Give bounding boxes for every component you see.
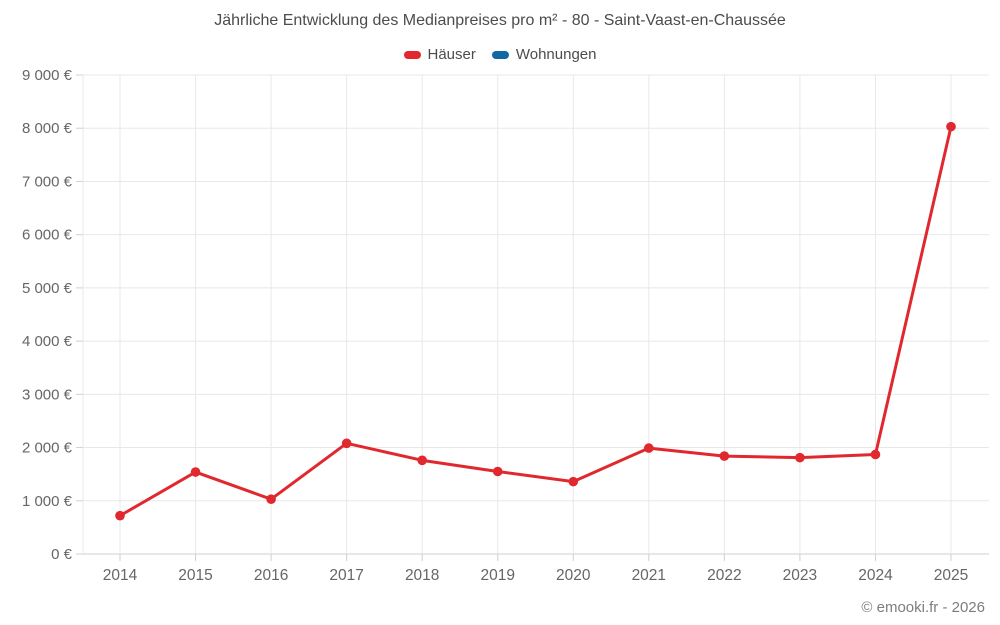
- legend-label-wohnungen: Wohnungen: [515, 46, 597, 63]
- y-tick-label: 4 000 €: [22, 333, 73, 350]
- data-point-2014[interactable]: [115, 510, 125, 521]
- data-point-2015[interactable]: [190, 467, 201, 477]
- data-point-2025[interactable]: [946, 121, 956, 132]
- x-tick-label: 2014: [103, 567, 138, 584]
- copyright-note: © emooki.fr - 2026: [861, 599, 985, 616]
- legend-label-haeuser: Häuser: [427, 46, 476, 63]
- legend-swatch-wohnungen-icon: [491, 50, 509, 59]
- data-point-2016[interactable]: [266, 494, 276, 504]
- chart-legend: Häuser Wohnungen: [0, 46, 1000, 63]
- y-tick-label: 3 000 €: [22, 386, 73, 403]
- data-point-2023[interactable]: [795, 452, 805, 463]
- data-point-2018[interactable]: [417, 455, 427, 466]
- y-tick-label: 9 000 €: [22, 67, 73, 84]
- chart-title: Jährliche Entwicklung des Medianpreises …: [214, 12, 786, 29]
- data-point-2019[interactable]: [492, 466, 503, 477]
- data-point-2020[interactable]: [568, 476, 579, 487]
- x-tick-label: 2015: [178, 567, 212, 584]
- y-tick-label: 5 000 €: [22, 280, 73, 297]
- legend-swatch-haeuser-icon: [403, 50, 421, 59]
- legend-item-haeuser[interactable]: Häuser: [403, 46, 476, 63]
- y-tick-label: 8 000 €: [22, 120, 73, 137]
- x-tick-label: 2025: [934, 567, 968, 584]
- y-tick-label: 6 000 €: [22, 227, 73, 244]
- y-tick-label: 1 000 €: [22, 493, 73, 510]
- legend-item-wohnungen[interactable]: Wohnungen: [491, 46, 597, 63]
- x-tick-label: 2019: [480, 567, 514, 584]
- x-tick-label: 2017: [329, 567, 363, 584]
- y-tick-label: 7 000 €: [22, 173, 73, 190]
- x-tick-label: 2023: [783, 567, 817, 584]
- y-tick-label: 2 000 €: [22, 440, 73, 457]
- x-tick-label: 2020: [556, 567, 591, 584]
- data-point-2022[interactable]: [719, 451, 730, 461]
- x-tick-label: 2021: [632, 567, 666, 584]
- x-tick-label: 2016: [254, 567, 288, 584]
- data-point-2017[interactable]: [341, 438, 352, 449]
- data-point-2024[interactable]: [870, 449, 881, 460]
- x-tick-label: 2018: [405, 567, 439, 584]
- y-tick-label: 0 €: [51, 546, 73, 563]
- data-point-2021[interactable]: [644, 443, 654, 453]
- series-line-haeuser: [118, 125, 953, 518]
- x-tick-label: 2024: [858, 567, 893, 584]
- x-tick-label: 2022: [707, 567, 741, 584]
